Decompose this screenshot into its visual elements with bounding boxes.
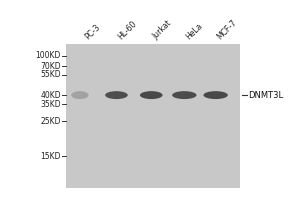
Bar xyxy=(66,44,240,188)
Text: HL-60: HL-60 xyxy=(116,19,139,41)
Text: 40KD: 40KD xyxy=(40,91,61,100)
Text: 35KD: 35KD xyxy=(40,100,61,109)
Text: MCF-7: MCF-7 xyxy=(216,18,239,41)
Ellipse shape xyxy=(203,91,228,99)
Ellipse shape xyxy=(105,91,128,99)
Text: Jurkat: Jurkat xyxy=(151,19,174,41)
Text: 15KD: 15KD xyxy=(40,152,61,161)
Text: PC-3: PC-3 xyxy=(83,22,102,41)
Ellipse shape xyxy=(140,91,163,99)
Ellipse shape xyxy=(71,91,88,99)
Text: 100KD: 100KD xyxy=(35,51,61,60)
Text: HeLa: HeLa xyxy=(184,21,204,41)
Ellipse shape xyxy=(172,91,196,99)
Text: 25KD: 25KD xyxy=(40,117,61,126)
Text: 70KD: 70KD xyxy=(40,62,61,71)
Text: DNMT3L: DNMT3L xyxy=(248,91,283,100)
Text: 55KD: 55KD xyxy=(40,70,61,79)
